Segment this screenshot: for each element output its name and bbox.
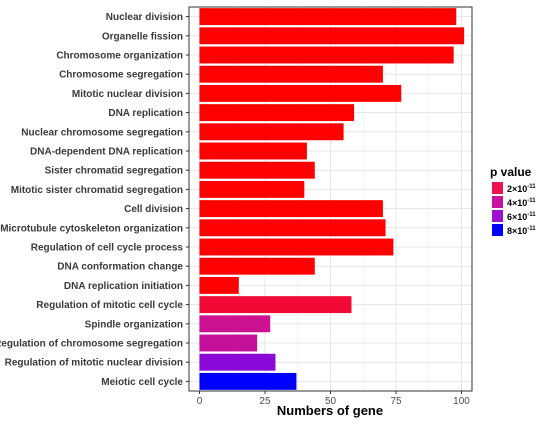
category-label: Cell division bbox=[124, 204, 183, 215]
category-label: DNA conformation change bbox=[57, 262, 183, 273]
legend-label: 6×10-11 bbox=[507, 212, 536, 222]
bar bbox=[199, 372, 297, 390]
bar bbox=[199, 84, 402, 102]
x-axis-title: Numbers of gene bbox=[277, 403, 383, 418]
bar bbox=[199, 315, 271, 333]
x-tick-label: 100 bbox=[453, 396, 470, 407]
legend-title: p value bbox=[490, 165, 532, 179]
bar bbox=[199, 200, 383, 218]
bar bbox=[199, 123, 344, 141]
bar bbox=[199, 276, 239, 294]
legend-label: 2×10-11 bbox=[507, 184, 536, 194]
category-label: Chromosome organization bbox=[56, 51, 183, 62]
x-tick-label: 0 bbox=[197, 396, 203, 407]
legend-label: 8×10-11 bbox=[507, 226, 536, 236]
category-label: Regulation of mitotic cell cycle bbox=[36, 300, 183, 311]
category-label: DNA replication bbox=[108, 108, 183, 119]
bar bbox=[199, 8, 457, 26]
category-label: Microtubule cytoskeleton organization bbox=[0, 223, 183, 234]
category-label: Organelle fission bbox=[102, 31, 183, 42]
legend-items: 2×10-11 4×10-11 6×10-11 8×10-11 bbox=[492, 182, 536, 236]
bar bbox=[199, 161, 315, 179]
legend-key bbox=[492, 182, 503, 194]
category-label: Spindle organization bbox=[85, 319, 183, 330]
bar bbox=[199, 104, 355, 122]
category-label: Regulation of chromosome segregation bbox=[0, 339, 183, 350]
x-tick-label: 50 bbox=[325, 396, 337, 407]
category-label: Chromosome segregation bbox=[59, 70, 183, 81]
x-tick-label: 25 bbox=[259, 396, 271, 407]
legend-label: 4×10-11 bbox=[507, 198, 536, 208]
legend-key bbox=[492, 196, 503, 208]
bar bbox=[199, 142, 307, 160]
category-labels: Nuclear division Organelle fission Chromos… bbox=[0, 12, 189, 388]
legend-key bbox=[492, 210, 503, 222]
category-label: Regulation of cell cycle process bbox=[31, 243, 184, 254]
category-label: Nuclear division bbox=[106, 12, 183, 23]
bar bbox=[199, 46, 454, 64]
bar bbox=[199, 238, 394, 256]
category-label: DNA-dependent DNA replication bbox=[30, 147, 183, 158]
category-label: DNA replication initiation bbox=[64, 281, 183, 292]
category-label: Regulation of mitotic nuclear division bbox=[5, 358, 183, 369]
category-label: Meiotic cell cycle bbox=[101, 377, 183, 388]
legend: p value 2×10-11 4×10-11 6×10-11 8×10-11 bbox=[490, 165, 536, 236]
bar bbox=[199, 334, 258, 352]
bar bbox=[199, 257, 315, 275]
category-label: Mitotic sister chromatid segregation bbox=[11, 185, 183, 196]
bar bbox=[199, 180, 305, 198]
bar bbox=[199, 219, 386, 237]
legend-key bbox=[492, 224, 503, 236]
category-label: Sister chromatid segregation bbox=[45, 166, 183, 177]
category-label: Mitotic nuclear division bbox=[72, 89, 183, 100]
bars bbox=[199, 8, 465, 390]
bar bbox=[199, 65, 383, 83]
bar bbox=[199, 353, 276, 371]
bar bbox=[199, 296, 352, 314]
x-tick-label: 75 bbox=[390, 396, 402, 407]
bar bbox=[199, 27, 465, 45]
category-label: Nuclear chromosome segregation bbox=[21, 127, 183, 138]
x-axis-ticks: 0 25 50 75 100 bbox=[197, 391, 470, 407]
